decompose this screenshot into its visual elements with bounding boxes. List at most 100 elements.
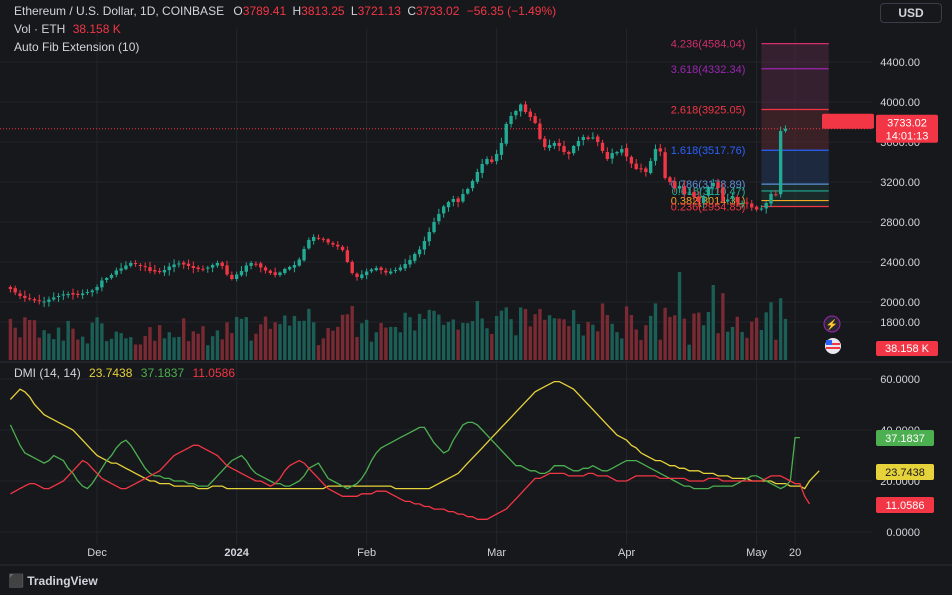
- candle-body: [706, 187, 711, 196]
- volume-bar: [745, 337, 749, 360]
- volume-legend[interactable]: Vol · ETH 38.158 K: [14, 22, 121, 36]
- fib-indicator-label: Auto Fib Extension (10): [14, 40, 140, 54]
- candle-body: [485, 159, 489, 165]
- candle-body: [297, 259, 301, 266]
- candle-body: [653, 149, 658, 161]
- volume-bar: [52, 339, 56, 360]
- symbol-legend[interactable]: Ethereum / U.S. Dollar, 1D, COINBASE O37…: [14, 4, 556, 18]
- volume-bar: [413, 330, 417, 360]
- volume-bar: [47, 333, 51, 360]
- candle-body: [283, 269, 287, 274]
- fib-extension: 4.236(4584.04) 3.618(4332.34) 2.618(3925.0…: [0, 39, 872, 214]
- candle-body: [576, 141, 581, 147]
- volume-bar: [191, 331, 196, 360]
- volume-bar: [663, 307, 667, 360]
- volume-bar: [634, 329, 638, 360]
- volume-bar: [234, 316, 239, 360]
- low-value: 3721.13: [357, 4, 401, 18]
- volume-bar: [538, 308, 542, 360]
- volume-bar: [268, 328, 273, 360]
- dmi-tick-label: 60.0000: [880, 374, 920, 386]
- candle-body: [509, 116, 513, 125]
- volume-bar: [552, 318, 557, 360]
- volume-bar: [403, 312, 407, 360]
- price-tag-value: 3733.02: [887, 118, 927, 130]
- candle-body: [600, 142, 605, 151]
- candle-body: [441, 206, 446, 214]
- volume-bar: [254, 333, 258, 360]
- price-axis[interactable]: 4400.004000.003600.003200.002800.002400.…: [880, 57, 920, 539]
- candle-body: [52, 297, 56, 300]
- volume-bar: [172, 337, 176, 360]
- volume-bar: [302, 320, 306, 360]
- open-label: O: [233, 4, 243, 18]
- price-tick-label: 1800.00: [880, 317, 920, 329]
- candle-body: [27, 298, 32, 300]
- volume-label: Vol · ETH: [14, 22, 66, 36]
- candle-body: [316, 237, 321, 239]
- candle-body: [71, 293, 75, 295]
- volume-bar: [417, 313, 422, 360]
- volume-bar: [129, 337, 133, 360]
- dmi-legend[interactable]: DMI (14, 14) 23.7438 37.1837 11.0586: [14, 366, 235, 380]
- candle-body: [769, 194, 773, 204]
- volume-bar: [374, 332, 378, 360]
- tradingview-logo[interactable]: ⬛ TradingView: [8, 573, 98, 589]
- candle-body: [119, 268, 123, 271]
- candle-body: [350, 261, 354, 273]
- time-axis[interactable]: Dec 2024 Feb Mar Apr May 20: [87, 547, 801, 559]
- candle-body: [225, 265, 229, 275]
- volume-bar: [124, 338, 128, 360]
- volume-bar: [673, 315, 677, 360]
- candle-body: [437, 214, 441, 222]
- candle-body: [364, 271, 369, 276]
- volume-bar: [23, 317, 27, 360]
- volume-bar: [263, 316, 268, 360]
- candle-body: [133, 263, 138, 265]
- volume-bar: [533, 314, 537, 360]
- volume-bar: [581, 335, 585, 360]
- volume-bar: [182, 318, 186, 360]
- fib-level-label: 4.236(4584.04): [671, 39, 746, 51]
- candle-body: [273, 272, 277, 275]
- currency-button[interactable]: USD: [880, 3, 942, 23]
- volume-bar: [726, 331, 730, 360]
- candle-body: [278, 272, 282, 276]
- candle-body: [259, 263, 263, 268]
- candle-body: [745, 202, 749, 204]
- candle-body: [302, 249, 306, 261]
- volume-bar: [711, 285, 715, 360]
- volume-bar: [706, 312, 711, 360]
- candle-body: [494, 154, 499, 162]
- volume-bar: [470, 321, 475, 360]
- candle-body: [124, 265, 128, 270]
- candle-body: [557, 143, 561, 146]
- volume-bar: [56, 327, 61, 360]
- candle-body: [591, 137, 595, 139]
- volume-bar: [605, 314, 610, 360]
- price-tick-label: 4000.00: [880, 97, 920, 109]
- volume-bar: [287, 325, 292, 360]
- dmi-title: DMI (14, 14): [14, 366, 81, 380]
- volume-bar: [398, 332, 403, 360]
- candle-body: [177, 263, 181, 265]
- volume-bar: [312, 322, 316, 360]
- volume-bar: [730, 326, 735, 360]
- candle-body: [754, 206, 759, 210]
- volume-bar: [162, 338, 167, 360]
- candle-body: [393, 270, 398, 272]
- fib-level-label: 3.618(4332.34): [671, 64, 746, 76]
- candle-body: [648, 161, 653, 173]
- time-tick-label: 20: [789, 547, 801, 559]
- candle-body: [167, 266, 171, 271]
- candle-body: [610, 153, 614, 159]
- volume-bar: [499, 310, 504, 360]
- candle-body: [138, 264, 143, 266]
- candle-body: [85, 292, 90, 293]
- candle-body: [716, 182, 720, 188]
- candle-body: [95, 287, 99, 291]
- fib-legend[interactable]: Auto Fib Extension (10): [14, 40, 139, 54]
- volume-bar: [509, 319, 513, 360]
- volume-bar: [8, 318, 13, 360]
